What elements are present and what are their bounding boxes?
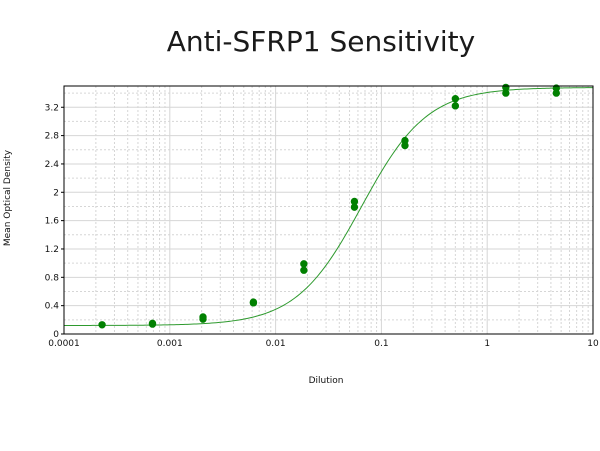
data-point bbox=[148, 320, 157, 328]
y-tick-label: 0.8 bbox=[45, 273, 60, 283]
data-point bbox=[199, 315, 207, 323]
x-tick-label: 0.01 bbox=[266, 339, 286, 349]
data-point bbox=[401, 141, 409, 150]
data-point bbox=[98, 321, 106, 329]
y-tick-label: 1.6 bbox=[45, 217, 60, 227]
plot-frame bbox=[63, 85, 594, 335]
grid-lines bbox=[64, 86, 593, 334]
y-tick-label: 0 bbox=[53, 330, 59, 340]
y-tick-label: 0.4 bbox=[45, 302, 60, 312]
x-tick-label: 1 bbox=[484, 339, 490, 349]
data-point bbox=[451, 95, 460, 103]
y-axis-label: Mean Optical Density bbox=[3, 149, 13, 246]
chart-title: Anti-SFRP1 Sensitivity bbox=[167, 25, 475, 58]
y-tick-label: 2.4 bbox=[45, 160, 60, 170]
x-tick-labels: 0.0001 0.001 0.01 0.1 1 10 bbox=[48, 339, 599, 349]
data-point bbox=[350, 203, 359, 211]
data-point bbox=[300, 260, 308, 268]
y-tick-labels: 0 0.4 0.8 1.2 1.6 2 2.4 2.8 3.2 bbox=[45, 103, 64, 340]
y-tick-label: 1.2 bbox=[45, 245, 59, 255]
x-tick-label: 0.1 bbox=[374, 339, 388, 349]
data-point bbox=[249, 299, 258, 307]
y-tick-label: 2.8 bbox=[45, 132, 60, 142]
y-tick-label: 3.2 bbox=[45, 103, 59, 113]
y-tick-label: 2 bbox=[53, 188, 59, 198]
x-tick-label: 0.0001 bbox=[48, 339, 80, 349]
x-axis-label: Dilution bbox=[309, 376, 344, 386]
x-tick-label: 0.001 bbox=[157, 339, 183, 349]
data-point bbox=[502, 89, 510, 97]
x-tick-label: 10 bbox=[587, 339, 599, 349]
data-point bbox=[451, 102, 460, 110]
data-point bbox=[552, 89, 561, 97]
data-point bbox=[300, 266, 308, 274]
data-points bbox=[98, 83, 561, 329]
